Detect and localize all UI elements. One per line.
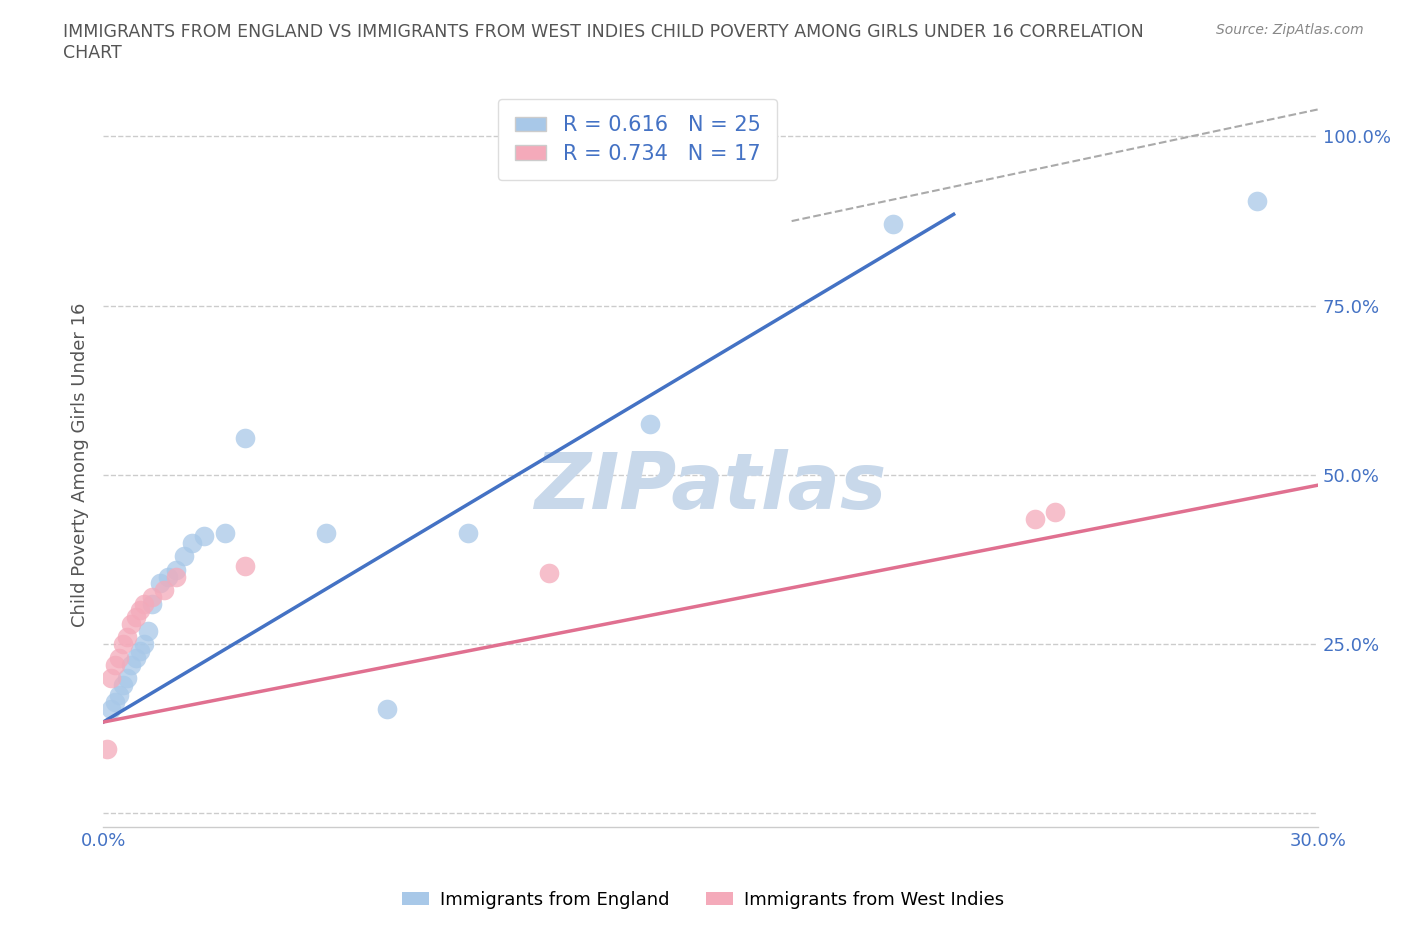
Y-axis label: Child Poverty Among Girls Under 16: Child Poverty Among Girls Under 16 — [72, 302, 89, 627]
Point — [149, 576, 172, 591]
Point — [128, 644, 150, 658]
Point — [1246, 193, 1268, 208]
Point — [121, 658, 143, 672]
Point — [112, 637, 135, 652]
Point — [117, 630, 139, 644]
Point — [104, 658, 127, 672]
Point — [117, 671, 139, 685]
Point — [132, 637, 155, 652]
Point — [141, 590, 163, 604]
Point — [457, 525, 479, 540]
Point — [233, 431, 256, 445]
Point — [1043, 505, 1066, 520]
Point — [193, 528, 215, 543]
Point — [165, 563, 187, 578]
Point — [233, 559, 256, 574]
Legend: Immigrants from England, Immigrants from West Indies: Immigrants from England, Immigrants from… — [395, 884, 1011, 916]
Point — [96, 742, 118, 757]
Point — [128, 603, 150, 618]
Point — [375, 701, 398, 716]
Text: Source: ZipAtlas.com: Source: ZipAtlas.com — [1216, 23, 1364, 37]
Point — [124, 610, 146, 625]
Point — [156, 569, 179, 584]
Point — [100, 701, 122, 716]
Point — [132, 596, 155, 611]
Point — [173, 549, 195, 564]
Point — [638, 417, 661, 432]
Text: ZIPatlas: ZIPatlas — [534, 448, 887, 525]
Point — [100, 671, 122, 685]
Point — [214, 525, 236, 540]
Point — [112, 677, 135, 692]
Point — [882, 217, 904, 232]
Point — [153, 582, 176, 597]
Point — [108, 687, 131, 702]
Point — [136, 623, 159, 638]
Text: IMMIGRANTS FROM ENGLAND VS IMMIGRANTS FROM WEST INDIES CHILD POVERTY AMONG GIRLS: IMMIGRANTS FROM ENGLAND VS IMMIGRANTS FR… — [63, 23, 1144, 62]
Point — [315, 525, 337, 540]
Point — [141, 596, 163, 611]
Point — [165, 569, 187, 584]
Legend: R = 0.616   N = 25, R = 0.734   N = 17: R = 0.616 N = 25, R = 0.734 N = 17 — [498, 99, 778, 180]
Point — [104, 695, 127, 710]
Point — [108, 650, 131, 665]
Point — [124, 650, 146, 665]
Point — [181, 536, 204, 551]
Point — [537, 565, 560, 580]
Point — [1024, 512, 1046, 526]
Point — [121, 617, 143, 631]
